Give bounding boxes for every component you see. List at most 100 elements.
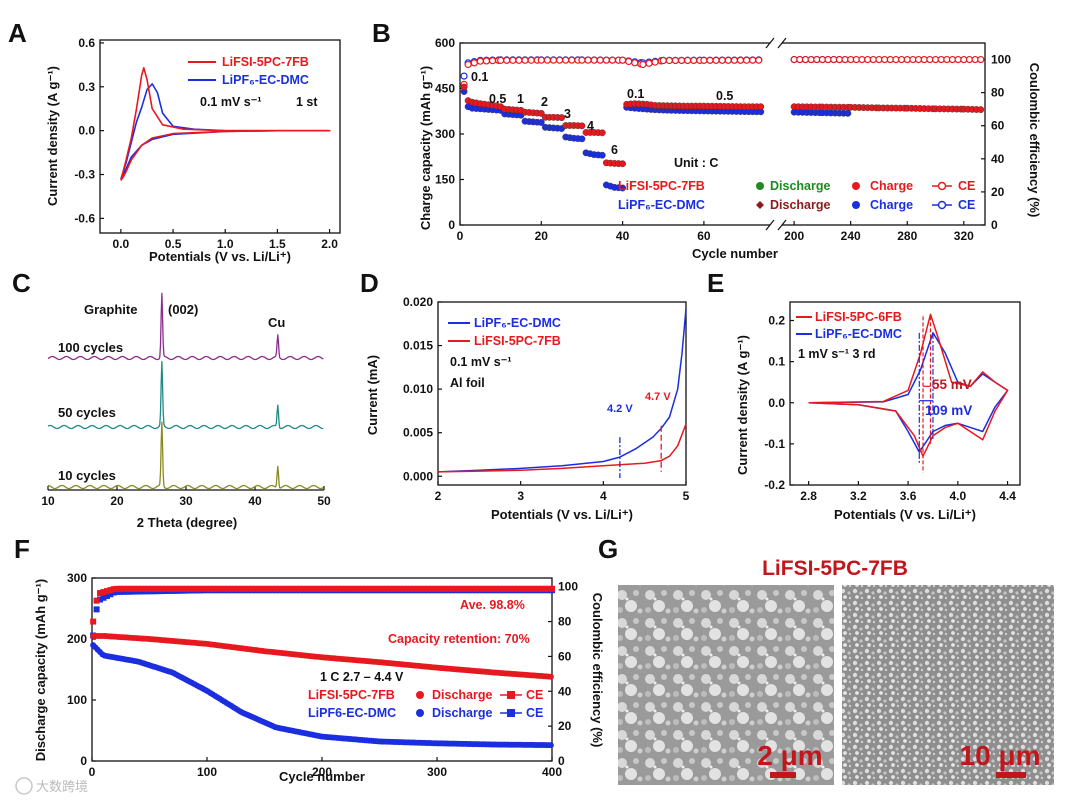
y-axis-d-tick-label: 0.000 <box>403 469 433 483</box>
ce-point-lifsi-b <box>562 56 570 64</box>
axis-break-mark-b <box>777 219 787 231</box>
legend-discharge-lipf6-b: Discharge <box>770 198 830 212</box>
ce-point-lifsi-b <box>724 56 732 64</box>
y-axis-d-tick-label: 0.015 <box>403 339 433 353</box>
ce-point-lifsi-f <box>504 585 511 592</box>
ce-point-lifsi-f <box>373 585 380 592</box>
ce-point-lifsi-f <box>197 585 204 592</box>
ce-point-lifsi-b <box>645 59 653 67</box>
x-axis-c-tick-label: 30 <box>179 494 193 508</box>
x-axis-b-tick-label: 240 <box>841 229 861 243</box>
ce-point-lifsi-f <box>266 585 273 592</box>
ce-point-lifsi-b <box>631 59 639 67</box>
marker-label-4v7-d: 4.7 V <box>645 391 671 403</box>
ce-point-lifsi-f <box>307 585 314 592</box>
ce-point-lifsi-b <box>503 56 511 64</box>
marker-label-55mv-e: 55 mV <box>932 377 972 392</box>
ce-point-lifsi-f <box>152 585 159 592</box>
ce-point-lifsi-f <box>476 585 483 592</box>
ce-point-lifsi-f <box>176 585 183 592</box>
panel-letter-c: C <box>12 268 31 298</box>
ce-point-lifsi-f <box>141 585 148 592</box>
ce-point-lifsi-b <box>497 56 505 64</box>
y-axis-label-a: Current density (A g⁻¹) <box>45 66 60 206</box>
capacity-point-lipf6-b <box>844 109 852 117</box>
ce-point-lifsi-f <box>114 585 121 592</box>
x-axis-a-tick-label: 1.0 <box>217 237 234 251</box>
y-axis-e-tick-label: 0.1 <box>768 355 785 369</box>
ce-point-lifsi-b <box>712 56 720 64</box>
ce-point-lifsi-f <box>542 585 549 592</box>
y-axis-d-tick-label: 0.005 <box>403 426 433 440</box>
legend-charge-lipf6-b: Charge <box>870 198 913 212</box>
x-axis-b-tick-label: 320 <box>954 229 974 243</box>
legend-marker-b <box>756 201 764 209</box>
y-axis-left-f-tick-label: 300 <box>67 571 87 585</box>
legend-name-lifsi-f: LiFSI-5PC-7FB <box>308 688 395 702</box>
x-axis-d-tick-label: 3 <box>517 489 524 503</box>
unit-label-b: Unit : C <box>674 156 718 170</box>
substrate-d: Al foil <box>450 376 485 390</box>
y-axis-a-tick-label: -0.3 <box>74 168 95 182</box>
rate-label-b: 0.1 <box>627 87 644 101</box>
ce-point-lifsi-b <box>464 60 472 69</box>
ce-point-lifsi-f <box>386 585 393 592</box>
y-axis-right-f-tick-label: 40 <box>558 684 572 698</box>
ce-point-lifsi-f <box>183 585 190 592</box>
legend-label-lipf6-d: LiPF₆-EC-DMC <box>474 316 561 330</box>
ce-point-lifsi-f <box>310 585 317 592</box>
legend-marker-b <box>937 200 947 210</box>
ce-point-lifsi-b <box>584 56 592 64</box>
ce-point-lifsi-b <box>578 56 586 64</box>
ce-point-lifsi-f <box>159 585 166 592</box>
ce-point-lifsi-f <box>338 585 345 592</box>
ce-point-lifsi-f <box>473 585 480 592</box>
x-axis-a-tick-label: 1.5 <box>269 237 286 251</box>
y-axis-d-tick-label: 0.010 <box>403 382 433 396</box>
ce-point-lifsi-f <box>241 585 248 592</box>
trace-10-cycles-c <box>47 421 324 490</box>
x-axis-label-d: Potentials (V vs. Li/Li⁺) <box>491 507 633 522</box>
x-axis-label-f: Cycle number <box>279 769 365 784</box>
scalebar-label-right: 10 μm <box>960 740 1041 771</box>
ce-point-lifsi-f <box>100 589 107 596</box>
ce-point-lifsi-f <box>531 585 538 592</box>
x-axis-d-tick-label: 4 <box>600 489 607 503</box>
ce-point-lifsi-f <box>248 585 255 592</box>
x-axis-e-tick-label: 4.0 <box>949 489 966 503</box>
ce-point-lifsi-f <box>97 590 104 597</box>
y-axis-right-f-tick-label: 0 <box>558 754 565 768</box>
ce-point-lifsi-b <box>736 56 745 64</box>
ce-point-lifsi-f <box>138 585 145 592</box>
x-axis-f-tick-label: 100 <box>197 765 217 779</box>
ce-point-lifsi-f <box>428 585 435 592</box>
ce-point-lifsi-b <box>700 56 708 64</box>
ce-point-lifsi-b <box>602 56 610 64</box>
ce-point-lifsi-f <box>186 585 193 592</box>
ce-point-lifsi-b <box>718 56 726 64</box>
ce-point-lifsi-f <box>431 585 438 592</box>
ce-point-lifsi-f <box>314 585 321 592</box>
ce-point-lifsi-f <box>369 585 376 592</box>
legend-label-lipf6-e: LiPF₆-EC-DMC <box>815 327 902 341</box>
y-axis-e-tick-label: -0.2 <box>764 478 785 492</box>
ce-point-lifsi-f <box>214 585 221 592</box>
axis-break-b <box>770 38 782 230</box>
trace-100-cycles-c <box>47 292 324 361</box>
legend-name-lifsi-b: LiFSI-5PC-7FB <box>618 179 705 193</box>
y-axis-right-f-tick-label: 60 <box>558 649 572 663</box>
capacity-point-lifsi-b <box>537 109 545 117</box>
ce-point-lifsi-f <box>459 585 466 592</box>
x-axis-e-tick-label: 3.6 <box>900 489 917 503</box>
ce-point-lifsi-f <box>517 585 524 592</box>
ce-point-lifsi-f <box>297 585 304 592</box>
ce-point-lifsi-f <box>190 585 197 592</box>
capacity-point-lifsi-b <box>460 83 468 91</box>
ce-point-lipf6-f <box>114 588 121 595</box>
ce-point-lifsi-f <box>507 585 514 592</box>
ce-point-lifsi-b <box>690 56 698 65</box>
ce-point-lifsi-b <box>742 56 751 64</box>
legend-label-lifsi-d: LiFSI-5PC-7FB <box>474 334 561 348</box>
ce-point-lifsi-b <box>476 57 484 65</box>
ce-point-lifsi-f <box>442 585 449 592</box>
